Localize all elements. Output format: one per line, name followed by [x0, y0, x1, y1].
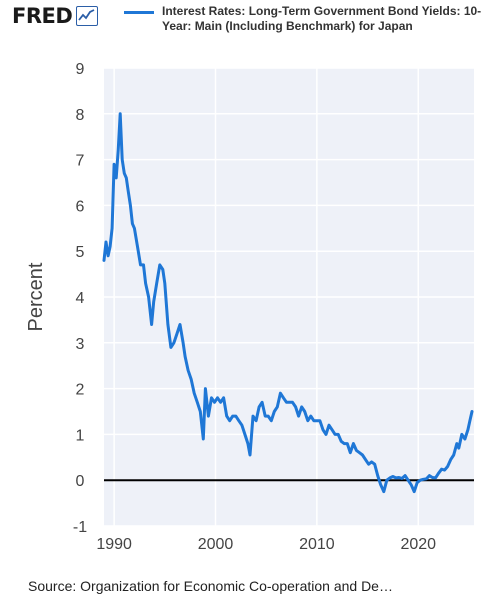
- legend-label: Interest Rates: Long-Term Government Bon…: [162, 4, 482, 33]
- legend-swatch: [124, 11, 154, 14]
- y-tick-label: 7: [76, 153, 85, 170]
- x-tick-label: 2010: [299, 536, 335, 553]
- y-tick-label: 2: [76, 382, 85, 399]
- y-tick-label: 8: [76, 107, 85, 124]
- y-axis-label: Percent: [25, 262, 47, 331]
- logo-text: FRED: [12, 4, 73, 28]
- y-tick-label: -1: [73, 519, 87, 536]
- chart-plot: -1 0 1 2 3 4 5 6 7 8 9 1990 2000 2010 2020 Percent: [0, 56, 500, 566]
- source-note: Source: Organization for Economic Co-ope…: [28, 578, 393, 594]
- series-line: [102, 112, 474, 494]
- y-tick-label: 5: [76, 244, 85, 261]
- x-tick-label: 2000: [198, 536, 234, 553]
- y-tick-label: 9: [76, 61, 85, 78]
- fred-logo[interactable]: FRED: [12, 4, 99, 28]
- y-tick-label: 4: [76, 290, 85, 307]
- x-tick-label: 1990: [96, 536, 132, 553]
- line-chart: -1 0 1 2 3 4 5 6 7 8 9 1990 2000 2010 2020 Percent: [25, 61, 474, 553]
- y-tick-label: 6: [76, 198, 85, 215]
- chart-line-icon: [76, 6, 99, 26]
- y-tick-label: 3: [76, 336, 85, 353]
- y-tick-label: 0: [76, 473, 85, 490]
- y-tick-label: 1: [76, 427, 85, 444]
- x-tick-label: 2020: [400, 536, 436, 553]
- chart-header: FRED Interest Rates: Long-Term Governmen…: [0, 0, 500, 56]
- chart-legend: Interest Rates: Long-Term Government Bon…: [124, 4, 494, 34]
